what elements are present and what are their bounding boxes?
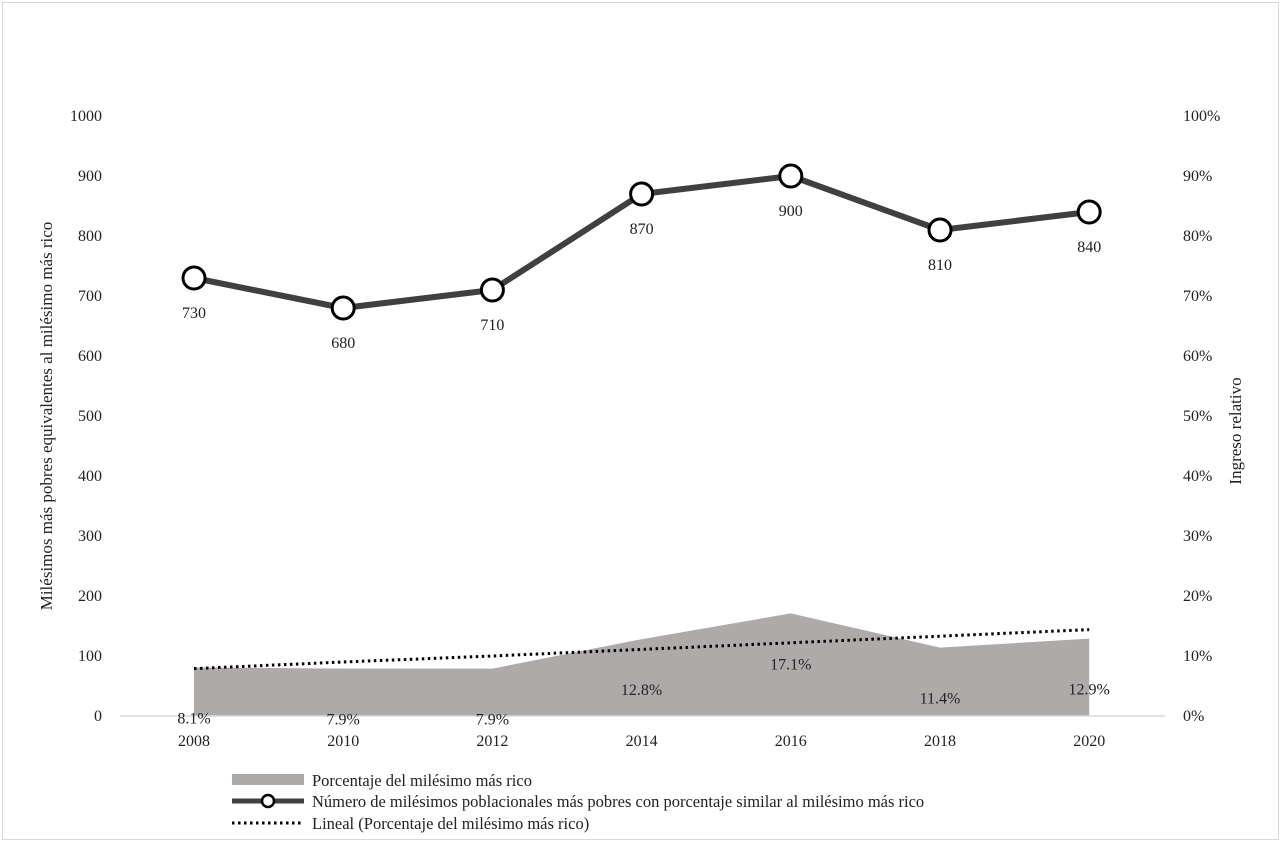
right-axis-tick-label: 0% xyxy=(1183,708,1204,725)
line-data-label: 680 xyxy=(331,335,355,352)
line-series-point xyxy=(1076,199,1102,225)
line-data-label: 810 xyxy=(928,257,952,274)
legend-swatch-marker xyxy=(260,793,276,809)
left-axis-tick-label: 300 xyxy=(78,528,102,545)
legend-label-area: Porcentaje del milésimo más rico xyxy=(312,771,532,790)
line-series-point xyxy=(629,181,655,207)
line-series-point xyxy=(479,277,505,303)
left-axis-tick-label: 200 xyxy=(78,588,102,605)
line-data-label: 710 xyxy=(480,317,504,334)
right-axis-tick-label: 20% xyxy=(1183,588,1212,605)
legend-label-trendline: Lineal (Porcentaje del milésimo más rico… xyxy=(312,814,589,833)
x-axis-tick-label: 2008 xyxy=(178,733,210,750)
x-axis-tick-label: 2012 xyxy=(476,733,508,750)
left-axis-tick-label: 600 xyxy=(78,348,102,365)
area-data-label: 12.9% xyxy=(1069,682,1110,699)
line-series-point xyxy=(330,295,356,321)
right-axis-title: Ingreso relativo xyxy=(1226,377,1245,484)
line-series-point xyxy=(927,217,953,243)
x-axis-tick-label: 2018 xyxy=(924,733,956,750)
legend-item-area: Porcentaje del milésimo más rico xyxy=(232,771,532,790)
right-axis-tick-label: 50% xyxy=(1183,408,1212,425)
area-data-label: 7.9% xyxy=(476,712,509,729)
line-data-label: 730 xyxy=(182,305,206,322)
legend-item-line: Número de milésimos poblacionales más po… xyxy=(232,792,924,811)
right-axis-tick-label: 80% xyxy=(1183,228,1212,245)
legend-item-trendline: Lineal (Porcentaje del milésimo más rico… xyxy=(232,814,589,833)
left-axis-tick-label: 0 xyxy=(94,708,102,725)
x-axis-tick-label: 2010 xyxy=(327,733,359,750)
left-axis-tick-label: 1000 xyxy=(70,108,102,125)
line-series-point xyxy=(181,265,207,291)
legend-swatch-area xyxy=(232,774,304,785)
left-axis-tick-label: 400 xyxy=(78,468,102,485)
area-data-label: 17.1% xyxy=(770,656,811,673)
line-series-point xyxy=(778,163,804,189)
left-axis-tick-label: 700 xyxy=(78,288,102,305)
left-axis-tick-label: 800 xyxy=(78,228,102,245)
label-layer: 730 680 710 870 900 810 840 8.1% 7.9% 7.9% 12.8% 17… xyxy=(177,203,1110,729)
line-layer xyxy=(181,163,1102,321)
x-axis-tick-label: 2020 xyxy=(1073,733,1105,750)
line-data-label: 870 xyxy=(630,221,654,238)
x-axis-tick-label: 2014 xyxy=(626,733,658,750)
x-axis-tick-label: 2016 xyxy=(775,733,807,750)
area-data-label: 12.8% xyxy=(621,682,662,699)
area-data-label: 7.9% xyxy=(327,712,360,729)
right-axis-tick-label: 40% xyxy=(1183,468,1212,485)
right-axis-tick-label: 30% xyxy=(1183,528,1212,545)
line-data-label: 840 xyxy=(1077,239,1101,256)
line-data-label: 900 xyxy=(779,203,803,220)
right-axis-tick-label: 100% xyxy=(1183,108,1220,125)
legend-label-line: Número de milésimos poblacionales más po… xyxy=(312,792,924,811)
left-axis-tick-label: 900 xyxy=(78,168,102,185)
axis-layer: 0 100 200 300 400 500 600 700 800 900 1000 0% 10% 20%… xyxy=(70,108,1220,750)
area-data-label: 11.4% xyxy=(920,691,961,708)
right-axis-tick-label: 70% xyxy=(1183,288,1212,305)
area-data-label: 8.1% xyxy=(177,710,210,727)
right-axis-tick-label: 60% xyxy=(1183,348,1212,365)
legend: Porcentaje del milésimo más rico Número … xyxy=(232,771,924,833)
left-axis-tick-label: 100 xyxy=(78,648,102,665)
left-axis-tick-label: 500 xyxy=(78,408,102,425)
right-axis-tick-label: 10% xyxy=(1183,648,1212,665)
right-axis-tick-label: 90% xyxy=(1183,168,1212,185)
left-axis-title: Milésimos más pobres equivalentes al mil… xyxy=(37,222,56,611)
